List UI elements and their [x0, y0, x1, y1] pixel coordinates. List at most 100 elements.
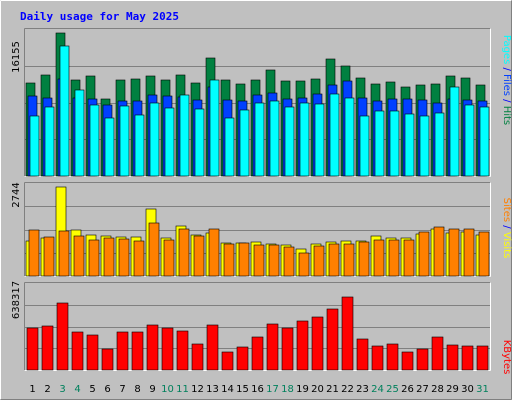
bar-pages-day-13 — [209, 79, 220, 177]
legend-separator-1: / — [501, 64, 512, 74]
bar-pages-day-23 — [359, 115, 370, 177]
bar-kbytes-day-22 — [341, 296, 354, 371]
bar-sites-day-28 — [433, 226, 445, 277]
x-tick-label: 1 — [29, 384, 35, 395]
bar-sites-day-18 — [283, 246, 295, 277]
bar-sites-day-2 — [43, 236, 55, 277]
bar-kbytes-day-8 — [131, 331, 144, 371]
svg-text:Pages / Files / Hits: Pages / Files / Hits — [501, 35, 512, 125]
x-tick-label: 15 — [236, 384, 249, 395]
bar-pages-day-5 — [89, 104, 100, 177]
bar-kbytes-day-13 — [206, 324, 219, 371]
bar-pages-day-9 — [149, 102, 160, 177]
bar-kbytes-day-30 — [461, 345, 474, 371]
svg-text:Sites / Visits: Sites / Visits — [501, 198, 512, 259]
bar-sites-day-26 — [403, 239, 415, 277]
bar-pages-day-18 — [284, 106, 295, 177]
bar-pages-day-21 — [329, 93, 340, 177]
bar-pages-day-25 — [389, 110, 400, 177]
bar-pages-day-27 — [419, 115, 430, 177]
bar-kbytes-day-9 — [146, 324, 159, 371]
bar-kbytes-day-18 — [281, 327, 294, 371]
bar-pages-day-24 — [374, 110, 385, 177]
axis-label-kbytes: 638317 — [11, 281, 22, 319]
bar-sites-day-1 — [28, 229, 40, 277]
bar-sites-day-5 — [88, 239, 100, 277]
bar-sites-day-10 — [163, 239, 175, 277]
bar-kbytes-day-7 — [116, 331, 129, 371]
legend-files: Files — [501, 74, 512, 96]
chart-title: Daily usage for May 2025 — [20, 10, 179, 23]
bar-kbytes-day-4 — [71, 331, 84, 371]
bar-sites-day-14 — [223, 243, 235, 277]
bar-kbytes-day-28 — [431, 336, 444, 371]
x-tick-label: 21 — [326, 384, 339, 395]
bar-pages-day-15 — [239, 109, 250, 177]
bar-sites-day-17 — [268, 244, 280, 277]
bar-sites-day-30 — [463, 228, 475, 277]
x-tick-label: 5 — [89, 384, 95, 395]
x-tick-label: 20 — [311, 384, 324, 395]
bar-sites-day-19 — [298, 252, 310, 277]
bar-sites-day-16 — [253, 244, 265, 277]
bar-pages-day-8 — [134, 114, 145, 177]
legend-hits: Hits — [501, 106, 512, 125]
bar-kbytes-day-11 — [176, 330, 189, 371]
bar-kbytes-day-12 — [191, 343, 204, 371]
bar-kbytes-day-20 — [311, 316, 324, 371]
bar-kbytes-day-3 — [56, 302, 69, 371]
x-tick-label: 6 — [104, 384, 110, 395]
bars-layer — [25, 32, 490, 371]
x-tick-label: 4 — [74, 384, 80, 395]
legend-separator-2: / — [501, 96, 512, 106]
legend-separator-3: / — [501, 222, 512, 232]
x-tick-label: 3 — [59, 384, 65, 395]
bar-pages-day-1 — [29, 115, 40, 177]
bar-kbytes-day-15 — [236, 346, 249, 371]
bar-sites-day-12 — [193, 235, 205, 277]
bar-sites-day-4 — [73, 235, 85, 277]
x-tick-label: 25 — [386, 384, 399, 395]
bar-pages-day-6 — [104, 117, 115, 177]
x-tick-label: 30 — [461, 384, 474, 395]
bar-sites-day-25 — [388, 239, 400, 277]
bar-sites-day-22 — [343, 243, 355, 277]
bar-pages-day-17 — [269, 100, 280, 177]
bar-sites-day-29 — [448, 228, 460, 277]
legend-kbytes: KBytes — [501, 340, 512, 375]
x-tick-label: 7 — [119, 384, 125, 395]
x-tick-label: 22 — [341, 384, 354, 395]
x-tick-label: 17 — [266, 384, 279, 395]
bar-pages-day-14 — [224, 117, 235, 177]
bar-sites-day-31 — [478, 231, 490, 277]
bar-sites-day-9 — [148, 222, 160, 277]
panel-axis-labels: 16155 2744 638317 — [11, 41, 22, 319]
x-tick-label: 11 — [176, 384, 189, 395]
bar-pages-day-10 — [164, 107, 175, 177]
bar-pages-day-28 — [434, 112, 445, 177]
x-tick-label: 18 — [281, 384, 294, 395]
bar-pages-day-7 — [119, 105, 130, 177]
bar-pages-day-2 — [44, 106, 55, 177]
bar-kbytes-day-27 — [416, 348, 429, 371]
bar-kbytes-day-16 — [251, 336, 264, 371]
bar-sites-day-21 — [328, 243, 340, 277]
bar-pages-day-30 — [464, 104, 475, 177]
bar-kbytes-day-6 — [101, 348, 114, 371]
x-tick-label: 10 — [161, 384, 174, 395]
axis-label-visits: 2744 — [11, 182, 22, 207]
bar-kbytes-day-1 — [26, 327, 39, 371]
axis-label-hits: 16155 — [11, 41, 22, 73]
bar-sites-day-27 — [418, 231, 430, 277]
plot-frames — [24, 28, 491, 371]
bar-pages-day-11 — [179, 94, 190, 177]
bar-sites-day-24 — [373, 239, 385, 277]
x-tick-label: 28 — [431, 384, 444, 395]
legend-pages: Pages — [501, 35, 512, 64]
bar-pages-day-19 — [299, 102, 310, 177]
bar-pages-day-3 — [59, 45, 70, 177]
x-tick-label: 19 — [296, 384, 309, 395]
bar-kbytes-day-26 — [401, 351, 414, 371]
bar-kbytes-day-10 — [161, 327, 174, 371]
